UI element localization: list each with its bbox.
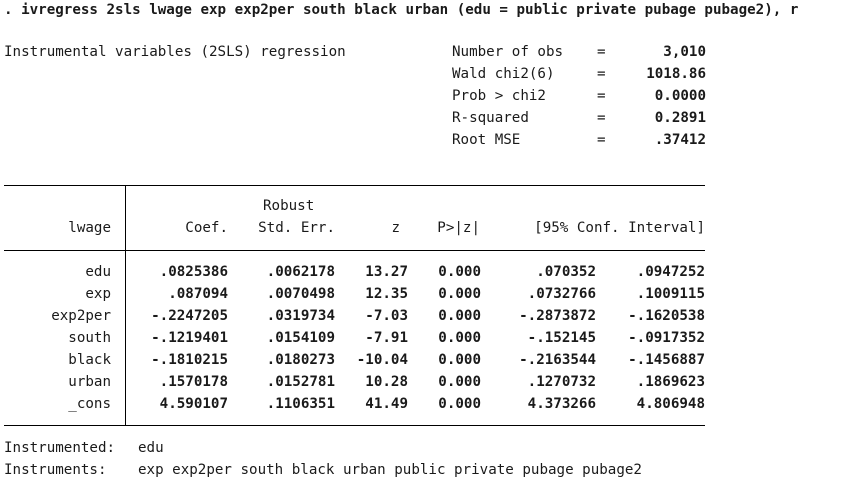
header-depvar: lwage xyxy=(68,220,111,236)
header-conf-interval: [95% Conf. Interval] xyxy=(534,220,705,236)
row-ci-high: .1009115 xyxy=(636,286,705,302)
row-p: 0.000 xyxy=(438,352,481,368)
row-variable: black xyxy=(68,352,111,368)
row-z: -7.03 xyxy=(365,308,408,324)
row-ci-low: -.2873872 xyxy=(519,308,596,324)
row-z: 41.49 xyxy=(365,396,408,412)
row-variable: south xyxy=(68,330,111,346)
stat-value: 3,010 xyxy=(663,44,706,60)
row-p: 0.000 xyxy=(438,330,481,346)
row-p: 0.000 xyxy=(438,264,481,280)
regression-title: Instrumental variables (2SLS) regression xyxy=(4,44,346,60)
row-z: 10.28 xyxy=(365,374,408,390)
row-coef: 4.590107 xyxy=(159,396,228,412)
row-std-err: .0070498 xyxy=(266,286,335,302)
row-ci-high: -.1620538 xyxy=(628,308,705,324)
stat-value: .37412 xyxy=(654,132,706,148)
instrumented-value: edu xyxy=(138,440,164,456)
stat-value: 0.0000 xyxy=(654,88,706,104)
stat-label: R-squared xyxy=(452,110,529,126)
header-robust: Robust xyxy=(263,198,315,214)
stat-label: Root MSE xyxy=(452,132,521,148)
stat-label: Number of obs xyxy=(452,44,564,60)
row-variable: edu xyxy=(85,264,111,280)
instrumented-label: Instrumented: xyxy=(4,440,116,456)
table-bottom-rule xyxy=(4,425,705,426)
row-p: 0.000 xyxy=(438,308,481,324)
instruments-value: exp exp2per south black urban public pri… xyxy=(138,462,642,478)
row-p: 0.000 xyxy=(438,396,481,412)
stat-eq: = xyxy=(597,110,606,126)
row-variable: _cons xyxy=(68,396,111,412)
row-ci-low: .070352 xyxy=(536,264,596,280)
row-std-err: .1106351 xyxy=(266,396,335,412)
stat-label: Prob > chi2 xyxy=(452,88,546,104)
header-p: P>|z| xyxy=(437,220,480,236)
row-coef: .1570178 xyxy=(159,374,228,390)
stat-label: Wald chi2(6) xyxy=(452,66,555,82)
row-variable: exp2per xyxy=(51,308,111,324)
stat-eq: = xyxy=(597,66,606,82)
row-ci-high: .0947252 xyxy=(636,264,705,280)
row-ci-low: -.152145 xyxy=(527,330,596,346)
row-coef: -.1810215 xyxy=(151,352,228,368)
stat-value: 0.2891 xyxy=(654,110,706,126)
row-std-err: .0180273 xyxy=(266,352,335,368)
row-std-err: .0154109 xyxy=(266,330,335,346)
row-std-err: .0062178 xyxy=(266,264,335,280)
instruments-label: Instruments: xyxy=(4,462,107,478)
row-coef: .087094 xyxy=(168,286,228,302)
stat-eq: = xyxy=(597,44,606,60)
row-ci-low: .0732766 xyxy=(527,286,596,302)
row-ci-high: -.1456887 xyxy=(628,352,705,368)
stat-eq: = xyxy=(597,88,606,104)
row-std-err: .0152781 xyxy=(266,374,335,390)
row-z: 12.35 xyxy=(365,286,408,302)
row-ci-high: 4.806948 xyxy=(636,396,705,412)
row-variable: urban xyxy=(68,374,111,390)
row-ci-low: .1270732 xyxy=(527,374,596,390)
row-coef: .0825386 xyxy=(159,264,228,280)
row-z: -7.91 xyxy=(365,330,408,346)
row-ci-low: 4.373266 xyxy=(527,396,596,412)
row-ci-high: .1869623 xyxy=(636,374,705,390)
table-top-rule xyxy=(4,185,705,186)
row-ci-high: -.0917352 xyxy=(628,330,705,346)
row-variable: exp xyxy=(85,286,111,302)
header-coef: Coef. xyxy=(185,220,228,236)
table-column-divider xyxy=(125,185,126,426)
row-z: 13.27 xyxy=(365,264,408,280)
header-z: z xyxy=(391,220,400,236)
table-header-rule xyxy=(4,250,705,251)
stat-eq: = xyxy=(597,132,606,148)
row-std-err: .0319734 xyxy=(266,308,335,324)
row-p: 0.000 xyxy=(438,286,481,302)
row-coef: -.2247205 xyxy=(151,308,228,324)
header-std-err: Std. Err. xyxy=(258,220,335,236)
stat-value: 1018.86 xyxy=(646,66,706,82)
command-line: . ivregress 2sls lwage exp exp2per south… xyxy=(4,2,799,18)
row-p: 0.000 xyxy=(438,374,481,390)
row-z: -10.04 xyxy=(356,352,408,368)
row-ci-low: -.2163544 xyxy=(519,352,596,368)
row-coef: -.1219401 xyxy=(151,330,228,346)
